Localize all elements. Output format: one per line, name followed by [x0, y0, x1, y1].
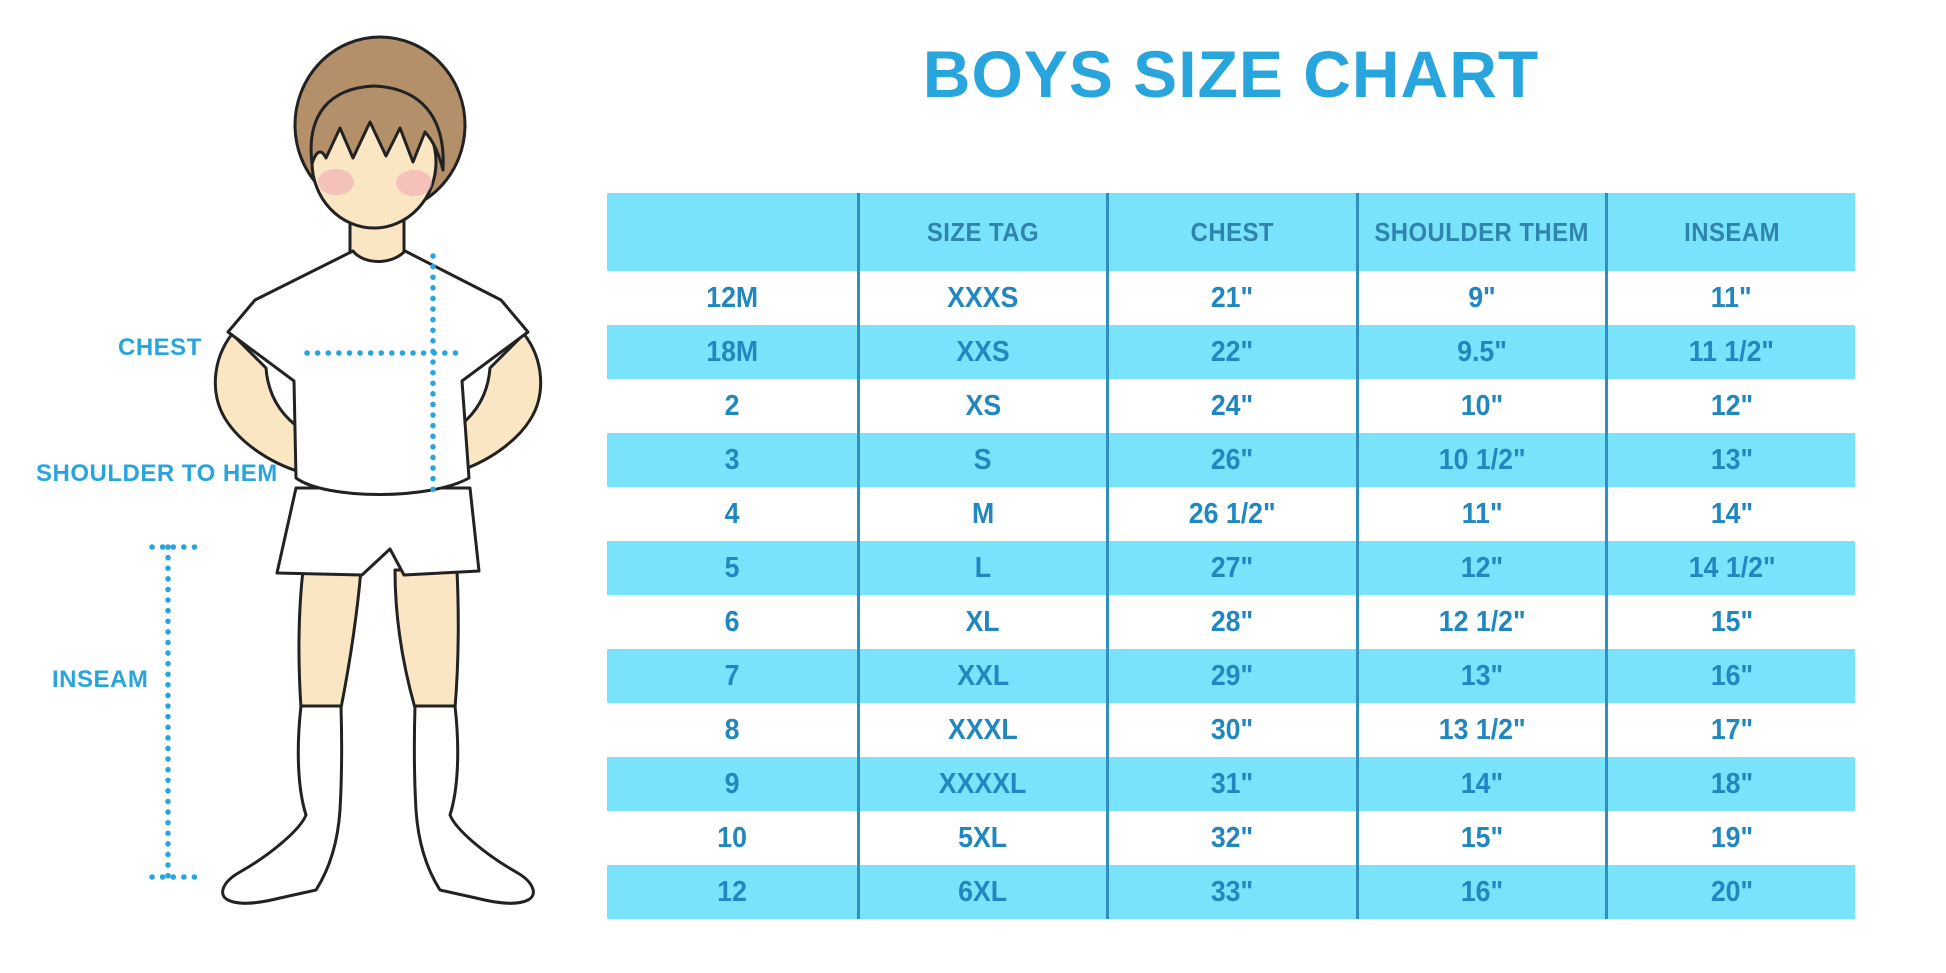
row-size-label: 9	[607, 757, 857, 811]
size-cell: 12"	[1355, 541, 1606, 595]
boy-cheeks	[318, 169, 432, 196]
size-cell: 12 1/2"	[1355, 595, 1606, 649]
size-cell: 5XL	[856, 811, 1107, 865]
size-cell: 27"	[1106, 541, 1356, 595]
boy-left-arm	[213, 332, 304, 474]
size-cell: 16"	[1355, 865, 1606, 919]
size-cell: 33"	[1106, 865, 1356, 919]
row-size-label: 5	[607, 541, 857, 595]
shoulder-to-hem-label: SHOULDER TO HEM	[36, 460, 278, 487]
boy-shirt	[226, 249, 530, 496]
size-cell: 30"	[1106, 703, 1356, 757]
column-header-shoulder-them: SHOULDER THEM	[1355, 193, 1606, 271]
boy-left-thigh	[297, 568, 363, 710]
column-header-chest: CHEST	[1106, 193, 1356, 271]
size-cell: 24"	[1106, 379, 1356, 433]
size-cell: 21"	[1106, 271, 1356, 325]
size-table: SIZE TAG CHEST SHOULDER THEM INSEAM 12M XXXS 2…	[607, 193, 1855, 919]
size-cell: XS	[856, 379, 1107, 433]
size-cell: 17"	[1605, 703, 1855, 757]
column-header-empty	[607, 193, 857, 271]
size-cell: 26 1/2"	[1106, 487, 1356, 541]
size-cell: 15"	[1605, 595, 1855, 649]
size-cell: 6XL	[856, 865, 1107, 919]
size-cell: 28"	[1106, 595, 1356, 649]
row-size-label: 10	[607, 811, 857, 865]
size-cell: 14 1/2"	[1605, 541, 1855, 595]
size-cell: 31"	[1106, 757, 1356, 811]
size-cell: 20"	[1605, 865, 1855, 919]
size-cell: 13"	[1605, 433, 1855, 487]
boy-shorts	[275, 486, 481, 577]
column-header-inseam: INSEAM	[1605, 193, 1855, 271]
size-cell: 11"	[1605, 271, 1855, 325]
row-size-label: 7	[607, 649, 857, 703]
size-cell: XXXXL	[856, 757, 1107, 811]
row-size-label: 3	[607, 433, 857, 487]
size-cell: M	[856, 487, 1107, 541]
boy-figure-illustration	[149, 35, 543, 905]
size-cell: 22"	[1106, 325, 1356, 379]
size-cell: 9"	[1355, 271, 1606, 325]
size-cell: 26"	[1106, 433, 1356, 487]
size-cell: S	[856, 433, 1107, 487]
row-size-label: 18M	[607, 325, 857, 379]
row-size-label: 12	[607, 865, 857, 919]
row-size-label: 12M	[607, 271, 857, 325]
boy-right-arm	[452, 332, 543, 474]
size-cell: 16"	[1605, 649, 1855, 703]
chest-label: CHEST	[118, 334, 202, 361]
column-header-size-tag: SIZE TAG	[856, 193, 1107, 271]
size-cell: 14"	[1355, 757, 1606, 811]
size-cell: 15"	[1355, 811, 1606, 865]
size-cell: 32"	[1106, 811, 1356, 865]
size-cell: 13"	[1355, 649, 1606, 703]
size-cell: 11 1/2"	[1605, 325, 1855, 379]
size-cell: 19"	[1605, 811, 1855, 865]
size-cell: 10"	[1355, 379, 1606, 433]
size-cell: 12"	[1605, 379, 1855, 433]
page-title: BOYS SIZE CHART	[922, 37, 1540, 111]
boy-right-thigh	[393, 568, 460, 710]
size-cell: 29"	[1106, 649, 1356, 703]
size-cell: XXL	[856, 649, 1107, 703]
size-cell: 10 1/2"	[1355, 433, 1606, 487]
size-cell: XXXL	[856, 703, 1107, 757]
inseam-label: INSEAM	[52, 666, 149, 693]
size-cell: XXS	[856, 325, 1107, 379]
boy-right-sock	[412, 704, 535, 905]
size-cell: 14"	[1605, 487, 1855, 541]
boy-hair-fringe	[309, 84, 445, 172]
size-cell: 11"	[1355, 487, 1606, 541]
boy-left-sock	[221, 704, 344, 905]
size-cell: XL	[856, 595, 1107, 649]
size-cell: 18"	[1605, 757, 1855, 811]
row-size-label: 8	[607, 703, 857, 757]
size-cell: 13 1/2"	[1355, 703, 1606, 757]
row-size-label: 2	[607, 379, 857, 433]
row-size-label: 6	[607, 595, 857, 649]
row-size-label: 4	[607, 487, 857, 541]
size-cell: 9.5"	[1355, 325, 1606, 379]
size-cell: XXXS	[856, 271, 1107, 325]
size-cell: L	[856, 541, 1107, 595]
